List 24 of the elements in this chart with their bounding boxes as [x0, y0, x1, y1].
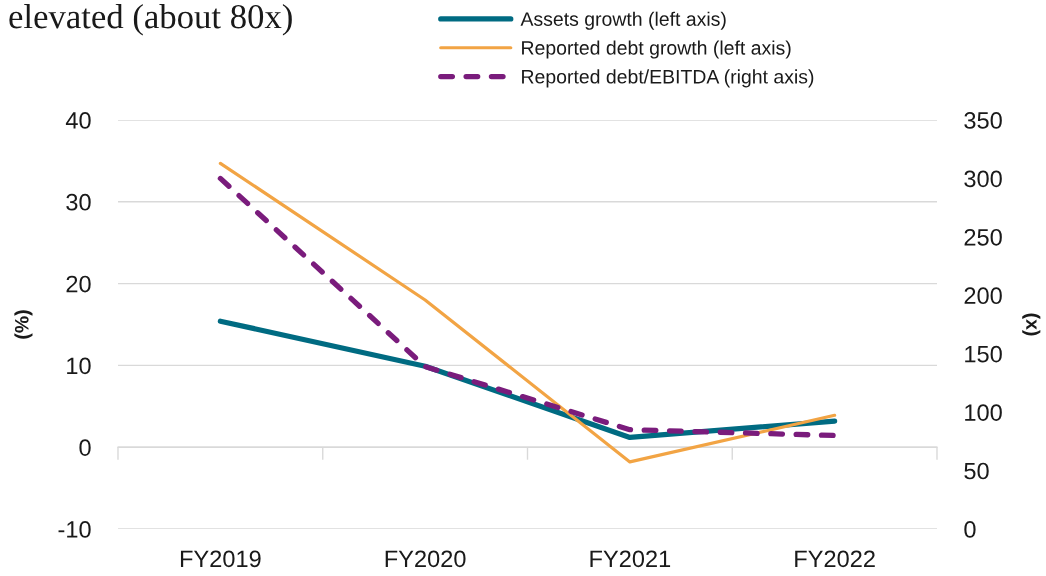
y2-tick-label: 250	[964, 228, 1002, 246]
chart-title: elevated (about 80x)	[9, 4, 292, 36]
x-tick-label: FY2022	[795, 550, 875, 568]
x-tick-label: FY2020	[385, 550, 466, 568]
y-tick-label: 0	[79, 439, 91, 456]
y2-tick-label: 350	[964, 112, 1002, 129]
y-axis-title: (%)	[14, 310, 33, 339]
legend-label: Assets growth (left axis)	[520, 11, 726, 30]
y-tick-label: -10	[58, 521, 91, 538]
legend-label: Reported debt/EBITDA (right axis)	[522, 69, 814, 88]
y2-tick-label: 300	[964, 170, 1002, 188]
y2-axis-title: (x)	[1022, 313, 1041, 336]
legend-label: Reported debt growth (left axis)	[522, 40, 791, 59]
y-tick-label: 10	[67, 357, 91, 375]
y-tick-label: 20	[66, 275, 91, 293]
x-tick-label: FY2019	[180, 550, 261, 568]
x-tick-label: FY2021	[590, 550, 671, 568]
y2-tick-label: 0	[964, 521, 976, 538]
y-tick-label: 30	[66, 193, 91, 211]
y2-tick-label: 200	[964, 287, 1002, 305]
y2-tick-label: 150	[965, 345, 1002, 363]
y2-tick-label: 50	[964, 462, 989, 480]
y2-tick-label: 100	[965, 404, 1002, 421]
y-tick-label: 40	[65, 112, 91, 129]
